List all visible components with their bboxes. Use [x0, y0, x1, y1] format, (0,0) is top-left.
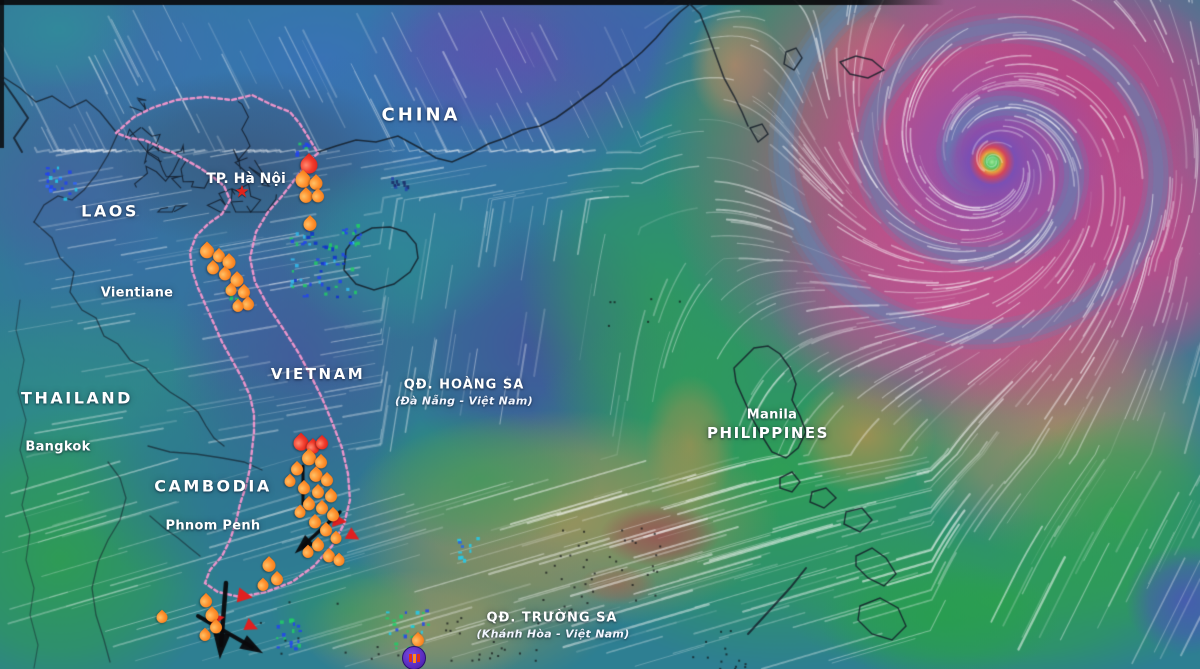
station-marker-icon[interactable]: [402, 646, 426, 669]
hanoi-star-icon: ★: [234, 182, 250, 202]
